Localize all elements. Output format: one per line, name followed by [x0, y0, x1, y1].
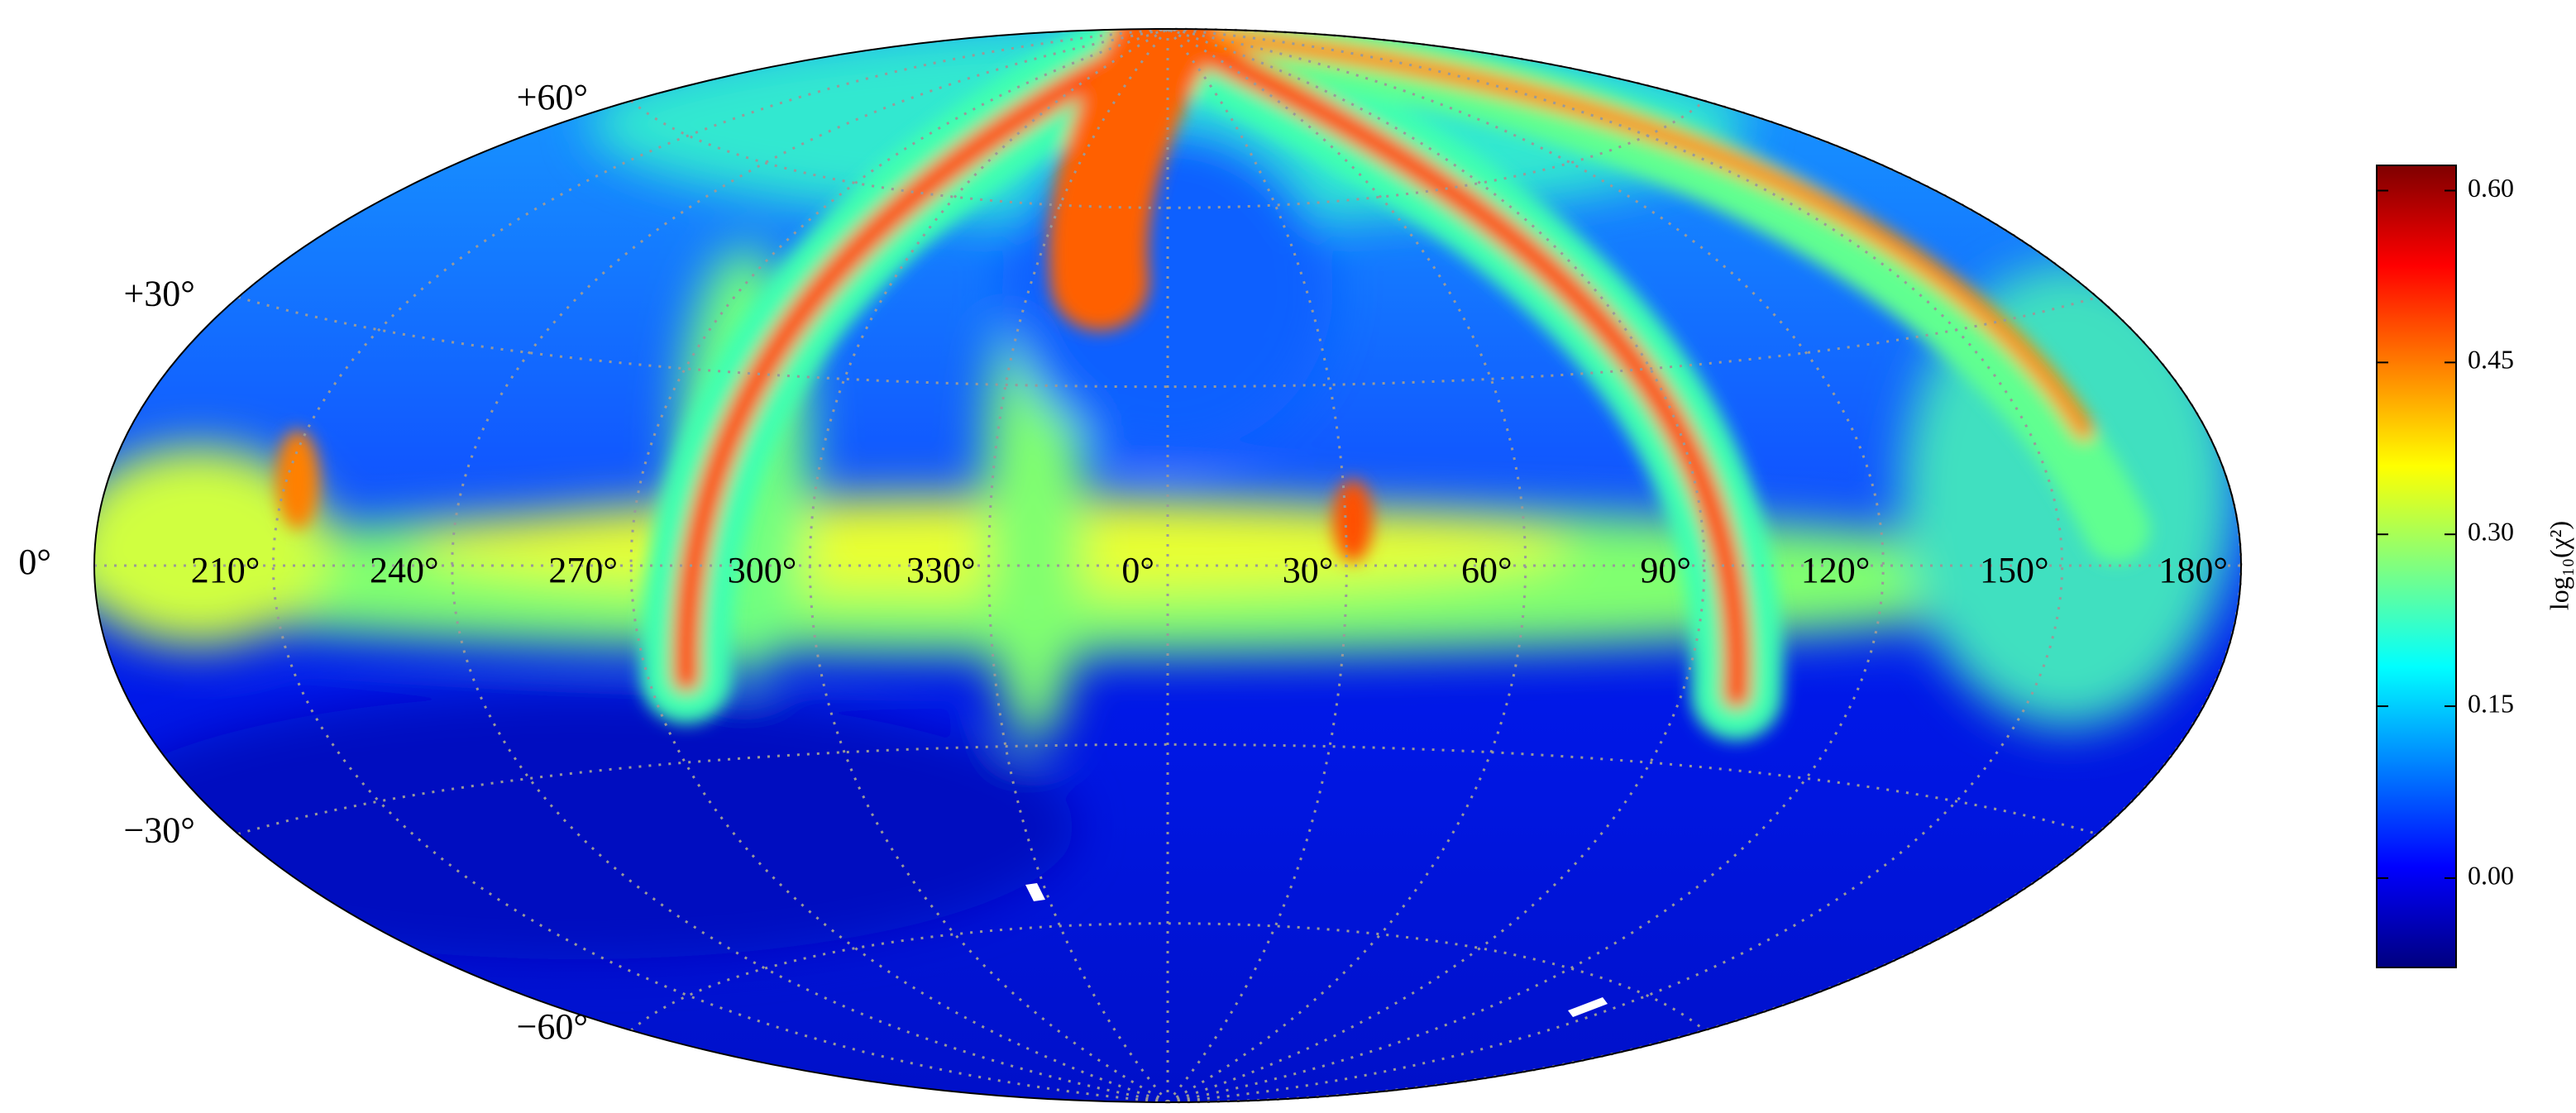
meridian [808, 27, 1169, 1104]
lon-tick-label: 330° [906, 550, 976, 590]
colorbar-ramp [2376, 165, 2457, 968]
colorbar-tick-label: 0.60 [2468, 173, 2514, 203]
lat-tick-label: −60° [517, 1006, 588, 1047]
colorbar-label: log₁₀(χ²) [2544, 521, 2574, 610]
colorbar-tick-label: 0.00 [2468, 860, 2514, 890]
colorbar-tick-label: 0.30 [2468, 517, 2514, 547]
lon-tick-label: 240° [370, 550, 439, 590]
lon-tick-label: 30° [1283, 550, 1334, 590]
lon-tick-label: 150° [1980, 550, 2049, 590]
colorbar-tick-label: 0.15 [2468, 688, 2514, 718]
meridian [1167, 27, 1527, 1104]
lat-tick-label: +30° [123, 274, 194, 314]
lon-tick-label: 120° [1801, 550, 1871, 590]
axis-labels: 210° 240° 270° 300° 330° 0° 30° 60° 90° 120° 150° 1… [18, 77, 2228, 1047]
lon-tick-label: 90° [1640, 550, 1691, 590]
lon-tick-label: 300° [728, 550, 797, 590]
colorbar-tick-label: 0.45 [2468, 345, 2514, 375]
lat-tick-label: 0° [18, 542, 51, 582]
meridian [1167, 27, 1706, 1104]
meridian [629, 27, 1169, 1104]
lon-tick-label: 270° [548, 550, 618, 590]
map-outline [93, 28, 2242, 1103]
lat-tick-label: −30° [123, 810, 194, 851]
lon-tick-label: 60° [1461, 550, 1513, 590]
colorbar: log₁₀(χ²) 0.00 0.15 0.30 0.45 0.60 [2376, 165, 2574, 968]
lon-tick-label: 180° [2158, 550, 2228, 590]
lon-tick-label: 0° [1121, 550, 1154, 590]
lon-tick-label: 210° [191, 550, 260, 590]
meridian [271, 27, 1169, 1104]
lat-tick-label: +60° [517, 77, 588, 117]
